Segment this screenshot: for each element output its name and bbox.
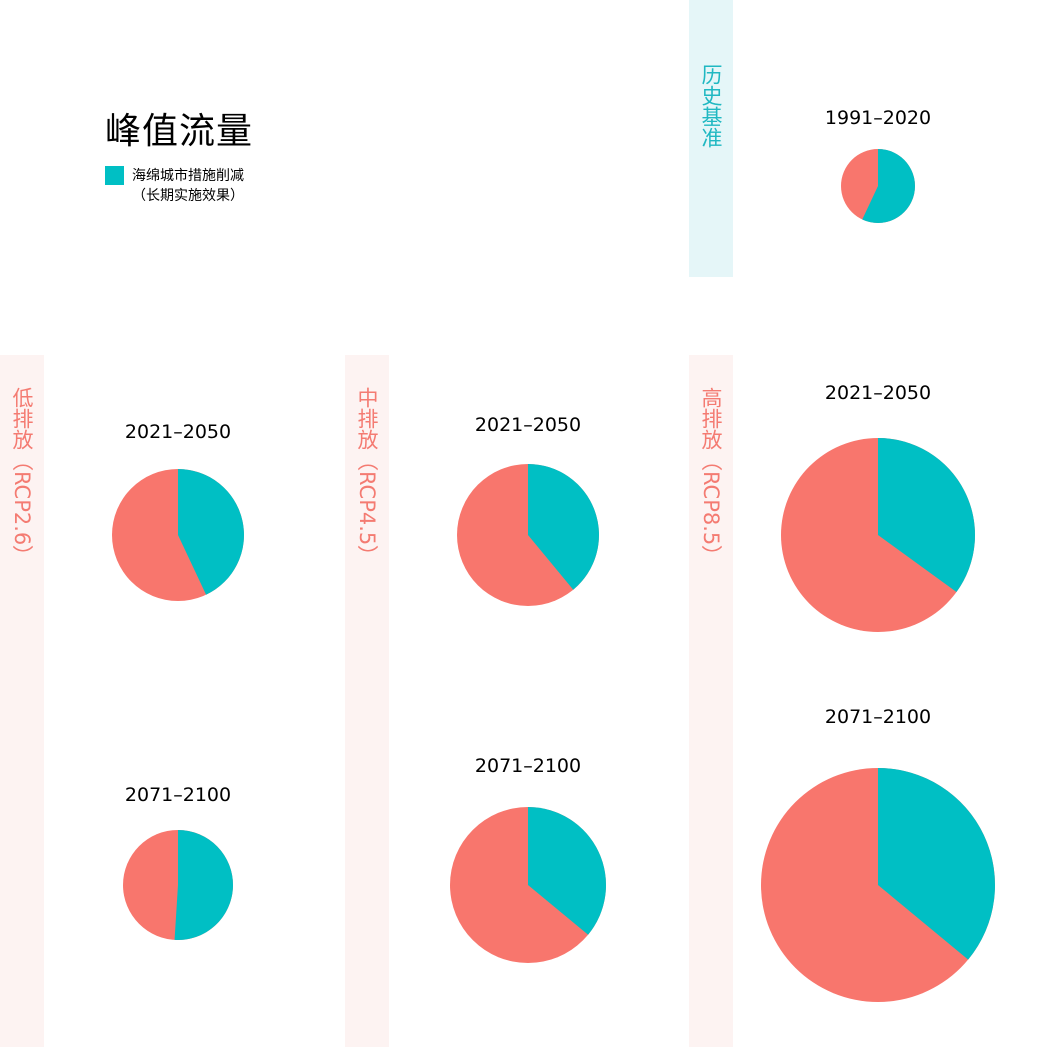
band-high-emission: 高排放（RCP8.5）	[689, 355, 733, 1047]
scenario-label-mid: 中排放（RCP4.5）	[355, 387, 379, 567]
pie-0: 1991–2020	[825, 107, 931, 223]
pie-2: 2071–2100	[123, 784, 233, 940]
legend: 海绵城市措施削减 （长期实施效果）	[105, 166, 244, 206]
band-mid-emission: 中排放（RCP4.5）	[345, 355, 389, 1047]
legend-text: 海绵城市措施削减 （长期实施效果）	[132, 166, 244, 206]
pie-slice-reduction	[178, 469, 244, 595]
scenario-label-historical: 历史基准	[699, 64, 723, 148]
pie-period-label: 2021–2050	[825, 382, 931, 404]
legend-line-1: 海绵城市措施削减	[132, 168, 244, 184]
legend-line-2: （长期实施效果）	[132, 188, 244, 204]
band-historical: 历史基准	[689, 0, 733, 277]
pie-slice-reduction	[878, 768, 995, 960]
pie-3: 2021–2050	[457, 414, 599, 606]
pie-slice-reduction	[878, 438, 976, 593]
pie-slice-reduction	[528, 464, 599, 590]
pie-period-label: 2071–2100	[475, 755, 581, 777]
pie-period-label: 2021–2050	[475, 414, 581, 436]
pie-1: 2021–2050	[112, 421, 244, 601]
scenario-label-high: 高排放（RCP8.5）	[699, 387, 723, 567]
pie-slice-reduction	[862, 149, 915, 223]
pie-period-label: 1991–2020	[825, 107, 931, 129]
chart-title: 峰值流量	[105, 111, 254, 152]
legend-swatch	[105, 166, 124, 185]
pie-period-label: 2021–2050	[125, 421, 231, 443]
pie-5: 2021–2050	[781, 382, 976, 632]
band-low-emission: 低排放（RCP2.6）	[0, 355, 44, 1047]
pie-slice-reduction	[528, 807, 606, 935]
pie-period-label: 2071–2100	[825, 706, 931, 728]
scenario-label-low: 低排放（RCP2.6）	[10, 387, 34, 567]
pie-slice-reduction	[174, 830, 233, 940]
pie-6: 2071–2100	[761, 706, 995, 1002]
pie-4: 2071–2100	[450, 755, 606, 963]
pie-period-label: 2071–2100	[125, 784, 231, 806]
